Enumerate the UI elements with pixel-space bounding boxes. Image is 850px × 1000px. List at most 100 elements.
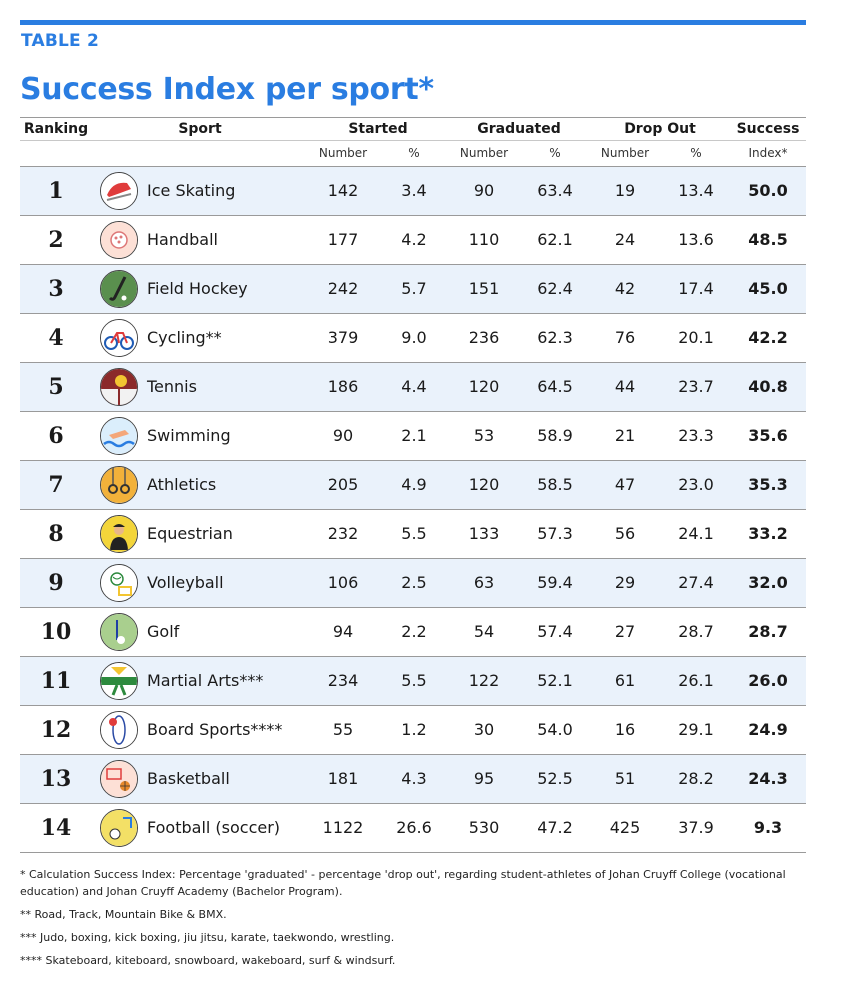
table-row: 6 Swimming 90 2.1 53 58.9 21 23.3 35.6 [20, 412, 806, 461]
martial-arts-belt-icon [100, 662, 138, 700]
graduated-percent: 57.3 [537, 524, 573, 543]
table-row: 11 Martial Arts*** 234 5.5 122 52.1 61 26.1 26.0 [20, 657, 806, 706]
dropout-percent: 23.7 [678, 377, 714, 396]
header-dropout-percent: % [690, 146, 702, 160]
table-row: 12 Board Sports**** 55 1.2 30 54.0 16 29.1 24.9 [20, 706, 806, 755]
dropout-number: 16 [614, 720, 636, 739]
success-index: 28.7 [748, 622, 788, 641]
table-row: 7 Athletics 205 4.9 120 58.5 47 23.0 35.3 [20, 461, 806, 510]
graduated-percent: 62.1 [537, 230, 573, 249]
dropout-number: 19 [614, 181, 636, 200]
graduated-number: 530 [468, 818, 500, 837]
handball-icon [100, 221, 138, 259]
success-index: 40.8 [748, 377, 788, 396]
graduated-number: 151 [468, 279, 500, 298]
started-number: 242 [327, 279, 359, 298]
header-started-number: Number [318, 146, 368, 160]
success-index: 9.3 [753, 818, 783, 837]
footnote-3: *** Judo, boxing, kick boxing, jiu jitsu… [20, 931, 395, 944]
started-number: 1122 [322, 818, 364, 837]
dropout-number: 56 [614, 524, 636, 543]
sport-name: Athletics [147, 475, 217, 494]
hockey-stick-icon [100, 270, 138, 308]
header-started-percent: % [408, 146, 420, 160]
rank-number: 8 [48, 521, 64, 547]
dropout-number: 29 [614, 573, 636, 592]
footnote-2: ** Road, Track, Mountain Bike & BMX. [20, 908, 227, 921]
success-index: 45.0 [748, 279, 788, 298]
sport-name: Martial Arts*** [147, 671, 264, 690]
sport-name: Handball [147, 230, 218, 249]
sport-name: Basketball [147, 769, 230, 788]
header-bottom-rule [20, 166, 806, 167]
graduated-percent: 58.9 [537, 426, 573, 445]
dropout-percent: 17.4 [678, 279, 714, 298]
rank-number: 4 [48, 325, 64, 351]
started-percent: 1.2 [401, 720, 427, 739]
graduated-percent: 63.4 [537, 181, 573, 200]
rank-number: 7 [48, 472, 64, 498]
graduated-number: 236 [468, 328, 500, 347]
success-index: 48.5 [748, 230, 788, 249]
table-row: 2 Handball 177 4.2 110 62.1 24 13.6 48.5 [20, 216, 806, 265]
started-percent: 4.9 [401, 475, 427, 494]
header-graduated-percent: % [549, 146, 561, 160]
started-percent: 3.4 [401, 181, 427, 200]
graduated-percent: 47.2 [537, 818, 573, 837]
sport-name: Cycling** [147, 328, 222, 347]
header-graduated: Graduated [477, 121, 561, 137]
graduated-number: 122 [468, 671, 500, 690]
graduated-number: 90 [473, 181, 495, 200]
rank-number: 11 [40, 668, 72, 694]
success-index: 42.2 [748, 328, 788, 347]
sport-name: Equestrian [147, 524, 233, 543]
page-title: Success Index per sport* [20, 72, 434, 107]
started-percent: 26.6 [396, 818, 432, 837]
header-dropout-number: Number [600, 146, 650, 160]
graduated-number: 120 [468, 475, 500, 494]
rank-number: 3 [48, 276, 64, 302]
started-number: 205 [327, 475, 359, 494]
rank-number: 12 [40, 717, 72, 743]
started-number: 234 [327, 671, 359, 690]
bicycle-icon [100, 319, 138, 357]
success-index: 35.6 [748, 426, 788, 445]
dropout-number: 425 [609, 818, 641, 837]
header-success: Success [736, 121, 800, 137]
started-number: 55 [332, 720, 354, 739]
basketball-icon [100, 760, 138, 798]
success-index: 35.3 [748, 475, 788, 494]
top-accent-bar [20, 20, 806, 25]
dropout-percent: 23.0 [678, 475, 714, 494]
graduated-number: 120 [468, 377, 500, 396]
sport-name: Board Sports**** [147, 720, 283, 739]
started-percent: 4.4 [401, 377, 427, 396]
dropout-number: 27 [614, 622, 636, 641]
dropout-percent: 27.4 [678, 573, 714, 592]
dropout-number: 24 [614, 230, 636, 249]
dropout-percent: 24.1 [678, 524, 714, 543]
jockey-icon [100, 515, 138, 553]
table-row: 10 Golf 94 2.2 54 57.4 27 28.7 28.7 [20, 608, 806, 657]
started-percent: 4.3 [401, 769, 427, 788]
rank-number: 5 [48, 374, 64, 400]
dropout-percent: 13.6 [678, 230, 714, 249]
started-number: 232 [327, 524, 359, 543]
rank-number: 1 [48, 178, 64, 204]
table-row: 14 Football (soccer) 1122 26.6 530 47.2 425 37.… [20, 804, 806, 853]
table-row: 13 Basketball 181 4.3 95 52.5 51 28.2 24.3 [20, 755, 806, 804]
graduated-percent: 52.5 [537, 769, 573, 788]
started-number: 90 [332, 426, 354, 445]
rank-number: 13 [40, 766, 72, 792]
success-index: 24.9 [748, 720, 788, 739]
dropout-percent: 26.1 [678, 671, 714, 690]
golf-icon [100, 613, 138, 651]
dropout-number: 47 [614, 475, 636, 494]
success-index: 26.0 [748, 671, 788, 690]
success-index: 24.3 [748, 769, 788, 788]
graduated-number: 54 [473, 622, 495, 641]
dropout-number: 42 [614, 279, 636, 298]
rank-number: 10 [40, 619, 72, 645]
graduated-percent: 54.0 [537, 720, 573, 739]
started-percent: 5.5 [401, 524, 427, 543]
